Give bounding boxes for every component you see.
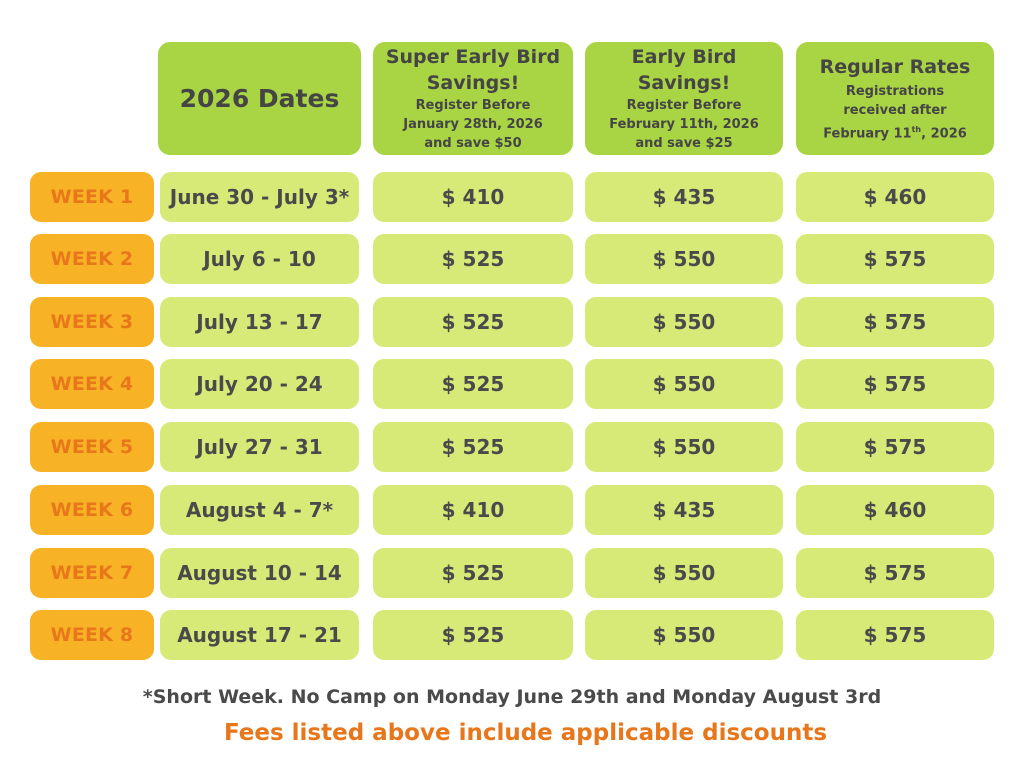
price-early: $ 550	[585, 234, 783, 284]
price-regular: $ 460	[796, 172, 994, 222]
week-label: WEEK 2	[30, 234, 154, 284]
week-label: WEEK 5	[30, 422, 154, 472]
week-dates: August 4 - 7*	[160, 485, 359, 535]
price-super-early: $ 525	[373, 359, 573, 409]
short-week-footnote: *Short Week. No Camp on Monday June 29th…	[142, 686, 882, 708]
header-dates: 2026 Dates	[158, 42, 361, 155]
early-sub-3: and save $25	[635, 136, 733, 151]
price-early: $ 435	[585, 485, 783, 535]
early-title-1: Early Bird	[631, 46, 737, 68]
price-super-early: $ 525	[373, 422, 573, 472]
price-super-early: $ 525	[373, 548, 573, 598]
week-dates: July 20 - 24	[160, 359, 359, 409]
price-regular: $ 575	[796, 548, 994, 598]
price-super-early: $ 525	[373, 234, 573, 284]
week-dates: July 13 - 17	[160, 297, 359, 347]
price-super-early: $ 410	[373, 172, 573, 222]
super-early-title-2: Savings!	[426, 72, 520, 94]
price-early: $ 550	[585, 610, 783, 660]
header-regular-rates: Regular Rates Registrations received aft…	[796, 42, 994, 155]
regular-sub-1: Registrations	[845, 83, 945, 99]
week-label: WEEK 6	[30, 485, 154, 535]
price-early: $ 550	[585, 548, 783, 598]
price-regular: $ 460	[796, 485, 994, 535]
header-early-bird: Early Bird Savings! Register Before Febr…	[585, 42, 783, 155]
price-super-early: $ 410	[373, 485, 573, 535]
week-dates: August 10 - 14	[160, 548, 359, 598]
discount-note: Fees listed above include applicable dis…	[223, 720, 828, 746]
regular-sub-2: received after	[843, 102, 947, 118]
week-label: WEEK 3	[30, 297, 154, 347]
price-super-early: $ 525	[373, 297, 573, 347]
header-dates-label: 2026 Dates	[179, 84, 340, 113]
early-title-2: Savings!	[637, 72, 731, 94]
price-super-early: $ 525	[373, 610, 573, 660]
price-early: $ 550	[585, 422, 783, 472]
week-dates: June 30 - July 3*	[160, 172, 359, 222]
super-early-title-1: Super Early Bird	[385, 46, 561, 68]
week-dates: July 6 - 10	[160, 234, 359, 284]
regular-sub-3: February 11th, 2026	[823, 120, 967, 143]
regular-sub-3-sup: th	[911, 124, 922, 134]
week-label: WEEK 8	[30, 610, 154, 660]
super-early-sub-3: and save $50	[424, 136, 522, 151]
week-label: WEEK 1	[30, 172, 154, 222]
super-early-sub-1: Register Before	[415, 98, 531, 113]
week-label: WEEK 7	[30, 548, 154, 598]
regular-sub-3-pre: February 11	[823, 126, 912, 142]
early-sub-2: February 11th, 2026	[609, 117, 759, 132]
regular-title: Regular Rates	[819, 55, 971, 78]
super-early-sub-2: January 28th, 2026	[403, 117, 543, 132]
regular-sub-3-post: , 2026	[921, 126, 967, 142]
price-regular: $ 575	[796, 297, 994, 347]
early-sub-1: Register Before	[626, 98, 742, 113]
price-early: $ 435	[585, 172, 783, 222]
price-early: $ 550	[585, 297, 783, 347]
price-regular: $ 575	[796, 234, 994, 284]
price-regular: $ 575	[796, 610, 994, 660]
price-early: $ 550	[585, 359, 783, 409]
header-super-early-bird: Super Early Bird Savings! Register Befor…	[373, 42, 573, 155]
price-regular: $ 575	[796, 359, 994, 409]
week-dates: August 17 - 21	[160, 610, 359, 660]
week-dates: July 27 - 31	[160, 422, 359, 472]
week-label: WEEK 4	[30, 359, 154, 409]
price-regular: $ 575	[796, 422, 994, 472]
